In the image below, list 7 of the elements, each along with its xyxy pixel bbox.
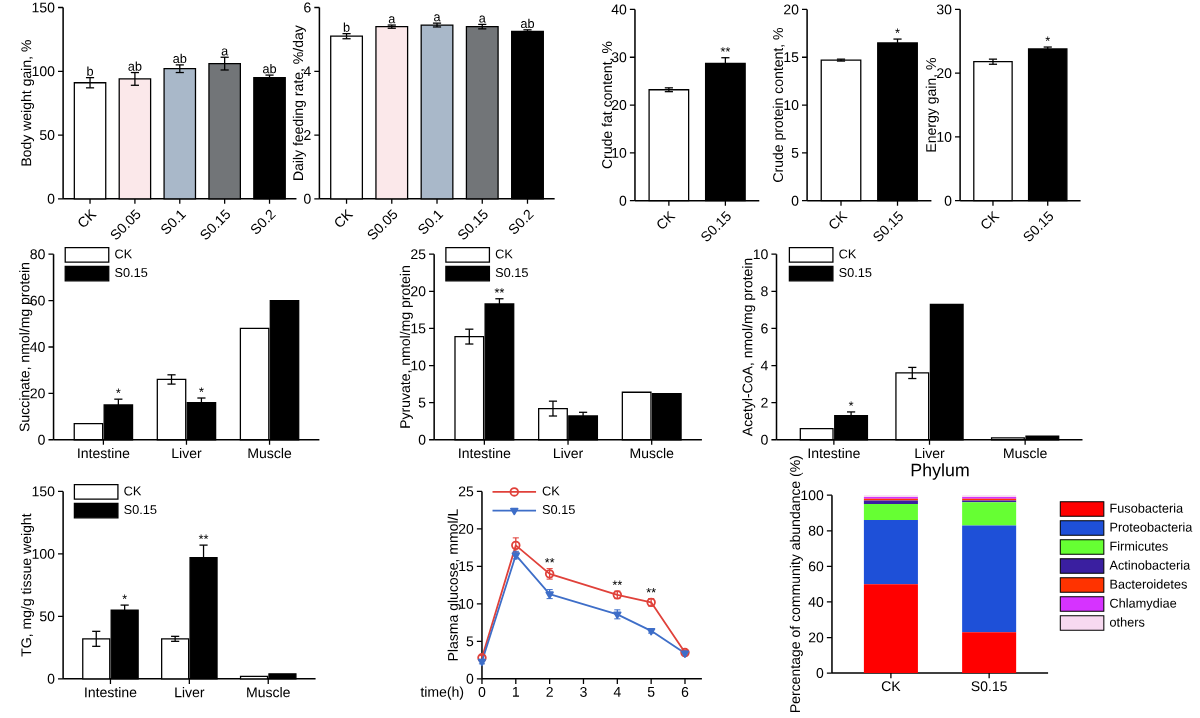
- bar: [863, 504, 918, 521]
- bar: [863, 584, 918, 674]
- bar: [962, 632, 1017, 674]
- chart-title: Phylum: [911, 463, 969, 480]
- bar: [962, 502, 1017, 526]
- bar: [863, 520, 918, 585]
- bar: [962, 525, 1017, 633]
